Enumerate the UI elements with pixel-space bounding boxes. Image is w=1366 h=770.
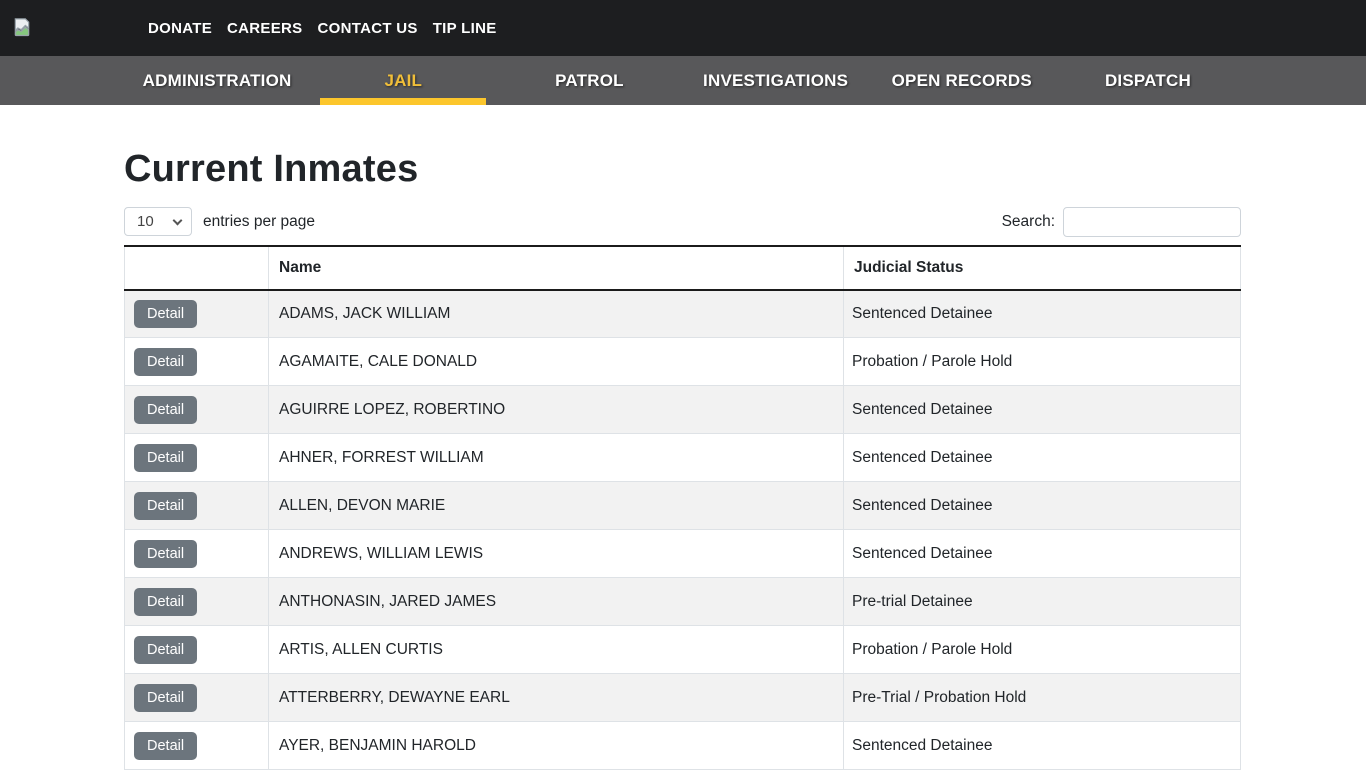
table-row: Detail AGAMAITE, CALE DONALD Probation /… <box>124 337 1241 387</box>
detail-button[interactable]: Detail <box>134 347 198 376</box>
detail-button[interactable]: Detail <box>134 443 198 472</box>
careers-link[interactable]: CAREERS <box>227 19 303 37</box>
judicial-status: Probation / Parole Hold <box>843 337 1241 387</box>
inmate-name: ARTIS, ALLEN CURTIS <box>268 625 844 675</box>
table-row: Detail AYER, BENJAMIN HAROLD Sentenced D… <box>124 721 1241 770</box>
table-row: Detail ARTIS, ALLEN CURTIS Probation / P… <box>124 625 1241 675</box>
detail-button[interactable]: Detail <box>134 395 198 424</box>
column-header-detail <box>124 244 269 291</box>
inmate-name: AGUIRRE LOPEZ, ROBERTINO <box>268 385 844 435</box>
inmate-name: ADAMS, JACK WILLIAM <box>268 289 844 339</box>
inmate-name: ANDREWS, WILLIAM LEWIS <box>268 529 844 579</box>
table-row: Detail ADAMS, JACK WILLIAM Sentenced Det… <box>124 289 1241 339</box>
nav-item-investigations[interactable]: INVESTIGATIONS <box>703 70 849 90</box>
entries-per-page-select[interactable]: 10 <box>124 207 192 237</box>
judicial-status: Pre-trial Detainee <box>843 577 1241 627</box>
table-row: Detail ANTHONASIN, JARED JAMES Pre-trial… <box>124 577 1241 627</box>
judicial-status: Sentenced Detainee <box>843 529 1241 579</box>
column-header-name[interactable]: Name <box>268 244 844 291</box>
page-title: Current Inmates <box>124 148 419 190</box>
inmates-table: Name Judicial Status Detail ADAMS, JACK … <box>124 244 1241 770</box>
detail-button[interactable]: Detail <box>134 299 198 328</box>
judicial-status: Sentenced Detainee <box>843 481 1241 531</box>
table-row: Detail AHNER, FORREST WILLIAM Sentenced … <box>124 433 1241 483</box>
inmate-name: ALLEN, DEVON MARIE <box>268 481 844 531</box>
judicial-status: Sentenced Detainee <box>843 433 1241 483</box>
table-controls: 10 entries per page Search: <box>124 206 1241 237</box>
inmate-name: AYER, BENJAMIN HAROLD <box>268 721 844 770</box>
nav-item-open-records[interactable]: OPEN RECORDS <box>891 70 1032 90</box>
contact-us-link[interactable]: CONTACT US <box>317 19 418 37</box>
inmate-name: ANTHONASIN, JARED JAMES <box>268 577 844 627</box>
detail-button[interactable]: Detail <box>134 731 198 760</box>
nav-item-patrol[interactable]: PATROL <box>555 70 624 90</box>
table-header-row: Name Judicial Status <box>124 244 1241 291</box>
nav-item-administration[interactable]: ADMINISTRATION <box>142 70 292 90</box>
detail-button[interactable]: Detail <box>134 491 198 520</box>
column-header-judicial-status[interactable]: Judicial Status <box>843 244 1241 291</box>
detail-button[interactable]: Detail <box>134 587 198 616</box>
broken-image-icon[interactable] <box>12 17 32 39</box>
table-row: Detail ATTERBERRY, DEWAYNE EARL Pre-Tria… <box>124 673 1241 723</box>
nav-item-jail[interactable]: JAIL <box>310 56 496 105</box>
detail-button[interactable]: Detail <box>134 635 198 664</box>
main-content: Current Inmates 10 entries per page Sear… <box>124 147 1241 770</box>
search-label: Search: <box>1001 212 1055 230</box>
utility-topbar: DONATE CAREERS CONTACT US TIP LINE <box>0 0 1366 56</box>
nav-item-dispatch[interactable]: DISPATCH <box>1104 70 1191 90</box>
detail-button[interactable]: Detail <box>134 683 198 712</box>
inmate-name: AHNER, FORREST WILLIAM <box>268 433 844 483</box>
judicial-status: Sentenced Detainee <box>843 721 1241 770</box>
donate-link[interactable]: DONATE <box>148 19 213 37</box>
judicial-status: Sentenced Detainee <box>843 289 1241 339</box>
topbar-links: DONATE CAREERS CONTACT US TIP LINE <box>148 20 497 37</box>
tip-line-link[interactable]: TIP LINE <box>432 19 497 37</box>
inmate-name: AGAMAITE, CALE DONALD <box>268 337 844 387</box>
judicial-status: Sentenced Detainee <box>843 385 1241 435</box>
entries-per-page-label: entries per page <box>203 212 316 230</box>
judicial-status: Probation / Parole Hold <box>843 625 1241 675</box>
judicial-status: Pre-Trial / Probation Hold <box>843 673 1241 723</box>
table-row: Detail ALLEN, DEVON MARIE Sentenced Deta… <box>124 481 1241 531</box>
main-navigation: ADMINISTRATION JAIL PATROL INVESTIGATION… <box>0 56 1366 105</box>
table-row: Detail AGUIRRE LOPEZ, ROBERTINO Sentence… <box>124 385 1241 435</box>
search-input[interactable] <box>1063 206 1241 237</box>
inmates-table-body: Detail ADAMS, JACK WILLIAM Sentenced Det… <box>124 289 1241 770</box>
inmate-name: ATTERBERRY, DEWAYNE EARL <box>268 673 844 723</box>
table-row: Detail ANDREWS, WILLIAM LEWIS Sentenced … <box>124 529 1241 579</box>
detail-button[interactable]: Detail <box>134 539 198 568</box>
